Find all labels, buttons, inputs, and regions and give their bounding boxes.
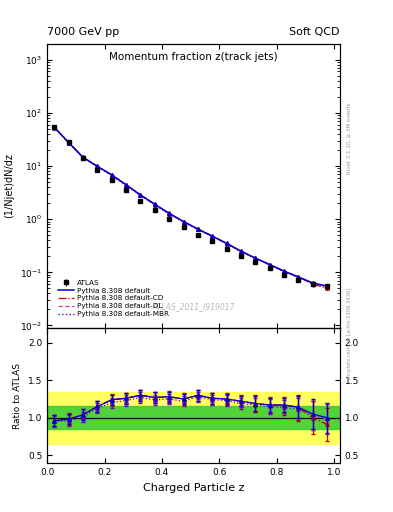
Pythia 8.308 default-CD	[253, 255, 258, 261]
Pythia 8.308 default-CD	[52, 124, 57, 131]
Pythia 8.308 default-MBR	[267, 262, 272, 268]
Pythia 8.308 default-DL	[195, 226, 200, 232]
Pythia 8.308 default-DL	[109, 172, 114, 178]
Pythia 8.308 default-CD	[310, 281, 315, 287]
Pythia 8.308 default-DL	[66, 139, 71, 145]
Pythia 8.308 default-DL	[239, 248, 243, 254]
Line: Pythia 8.308 default-MBR: Pythia 8.308 default-MBR	[54, 128, 327, 287]
Pythia 8.308 default-MBR	[239, 248, 243, 254]
Pythia 8.308 default-MBR	[52, 125, 57, 131]
Pythia 8.308 default	[195, 226, 200, 232]
Pythia 8.308 default-CD	[282, 268, 286, 274]
Text: Rivet 3.1.10, ≥ 3M events: Rivet 3.1.10, ≥ 3M events	[347, 102, 352, 174]
Pythia 8.308 default-CD	[210, 233, 215, 239]
Pythia 8.308 default-DL	[138, 192, 143, 198]
Pythia 8.308 default-MBR	[95, 164, 100, 170]
Pythia 8.308 default-DL	[152, 201, 157, 207]
Pythia 8.308 default	[224, 240, 229, 246]
Pythia 8.308 default	[152, 201, 157, 207]
Text: 7000 GeV pp: 7000 GeV pp	[47, 27, 119, 37]
Pythia 8.308 default-DL	[81, 154, 85, 160]
Pythia 8.308 default-MBR	[296, 274, 301, 281]
Pythia 8.308 default	[81, 154, 85, 160]
Pythia 8.308 default-CD	[224, 240, 229, 246]
Pythia 8.308 default-CD	[325, 285, 329, 291]
Pythia 8.308 default-MBR	[109, 173, 114, 179]
Line: Pythia 8.308 default: Pythia 8.308 default	[54, 127, 327, 286]
X-axis label: Charged Particle z: Charged Particle z	[143, 483, 244, 493]
Pythia 8.308 default	[66, 139, 71, 145]
Pythia 8.308 default	[52, 124, 57, 131]
Text: ATLAS_2011_I919017: ATLAS_2011_I919017	[152, 302, 235, 311]
Pythia 8.308 default	[181, 219, 186, 225]
Pythia 8.308 default	[267, 262, 272, 268]
Pythia 8.308 default	[124, 182, 129, 188]
Pythia 8.308 default-CD	[195, 226, 200, 232]
Pythia 8.308 default-MBR	[325, 284, 329, 290]
Line: Pythia 8.308 default-CD: Pythia 8.308 default-CD	[54, 127, 327, 288]
Pythia 8.308 default-MBR	[81, 155, 85, 161]
Pythia 8.308 default-CD	[95, 163, 100, 169]
Pythia 8.308 default-CD	[66, 139, 71, 145]
Pythia 8.308 default-DL	[296, 274, 301, 280]
Pythia 8.308 default-DL	[310, 280, 315, 286]
Pythia 8.308 default-MBR	[181, 219, 186, 225]
Pythia 8.308 default-DL	[267, 262, 272, 268]
Pythia 8.308 default-MBR	[195, 226, 200, 232]
Pythia 8.308 default-CD	[167, 210, 171, 217]
Text: Soft QCD: Soft QCD	[290, 27, 340, 37]
Pythia 8.308 default-MBR	[253, 255, 258, 262]
Line: Pythia 8.308 default-DL: Pythia 8.308 default-DL	[54, 127, 327, 287]
Text: mcplots.cern.ch [arXiv:1306.3436]: mcplots.cern.ch [arXiv:1306.3436]	[347, 287, 352, 378]
Pythia 8.308 default	[210, 233, 215, 239]
Y-axis label: (1/Njet)dN/dz: (1/Njet)dN/dz	[4, 153, 15, 218]
Pythia 8.308 default-DL	[210, 233, 215, 239]
Pythia 8.308 default	[296, 274, 301, 280]
Pythia 8.308 default	[167, 210, 171, 217]
Pythia 8.308 default-CD	[267, 262, 272, 268]
Pythia 8.308 default-MBR	[282, 269, 286, 275]
Pythia 8.308 default	[310, 280, 315, 286]
Pythia 8.308 default-MBR	[210, 233, 215, 240]
Pythia 8.308 default-DL	[124, 182, 129, 188]
Pythia 8.308 default-DL	[181, 219, 186, 225]
Legend: ATLAS, Pythia 8.308 default, Pythia 8.308 default-CD, Pythia 8.308 default-DL, P: ATLAS, Pythia 8.308 default, Pythia 8.30…	[57, 278, 170, 318]
Pythia 8.308 default-CD	[152, 201, 157, 207]
Pythia 8.308 default-CD	[296, 274, 301, 280]
Pythia 8.308 default-MBR	[167, 211, 171, 217]
Y-axis label: Ratio to ATLAS: Ratio to ATLAS	[13, 362, 22, 429]
Pythia 8.308 default	[138, 192, 143, 198]
Pythia 8.308 default	[253, 255, 258, 261]
Pythia 8.308 default	[109, 172, 114, 178]
Pythia 8.308 default-CD	[181, 219, 186, 225]
Pythia 8.308 default-CD	[124, 182, 129, 188]
Pythia 8.308 default-MBR	[310, 280, 315, 286]
Pythia 8.308 default-DL	[95, 163, 100, 169]
Pythia 8.308 default-MBR	[124, 182, 129, 188]
Pythia 8.308 default-MBR	[224, 241, 229, 247]
Pythia 8.308 default-DL	[282, 268, 286, 274]
Pythia 8.308 default-DL	[167, 210, 171, 217]
Pythia 8.308 default-MBR	[152, 202, 157, 208]
Pythia 8.308 default-MBR	[66, 140, 71, 146]
Pythia 8.308 default-DL	[253, 255, 258, 261]
Pythia 8.308 default-CD	[81, 154, 85, 160]
Pythia 8.308 default	[282, 268, 286, 274]
Pythia 8.308 default	[239, 248, 243, 254]
Pythia 8.308 default	[95, 163, 100, 169]
Pythia 8.308 default-DL	[52, 124, 57, 131]
Pythia 8.308 default-CD	[109, 172, 114, 178]
Pythia 8.308 default-CD	[239, 248, 243, 254]
Text: Momentum fraction z(track jets): Momentum fraction z(track jets)	[109, 52, 278, 62]
Pythia 8.308 default-DL	[325, 284, 329, 290]
Pythia 8.308 default-CD	[138, 192, 143, 198]
Pythia 8.308 default-DL	[224, 240, 229, 246]
Pythia 8.308 default-MBR	[138, 193, 143, 199]
Pythia 8.308 default	[325, 283, 329, 289]
